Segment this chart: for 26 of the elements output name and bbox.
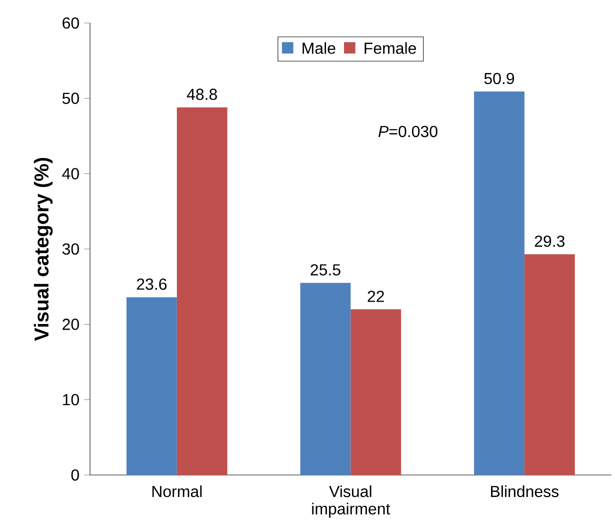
y-tick-label: 40 [62,168,79,180]
annotation: P=0.030 [378,126,438,138]
data-label: 23.6 [136,278,167,290]
y-tick-label: 20 [62,318,79,330]
y-axis-title: Visual category (%) [34,158,53,341]
y-tick-label: 10 [63,394,79,406]
data-label: 22 [368,290,384,302]
data-label: 50.9 [484,72,514,84]
bar [474,92,524,475]
legend-label: Female [364,42,416,54]
bar [524,254,575,475]
x-tick-label: Normal [152,485,202,498]
y-tick-label: 60 [62,17,79,29]
y-tick-label: 0 [71,469,79,481]
y-tick-label: 50 [62,92,79,104]
x-tick-label: Blindness [491,485,559,498]
legend-label: Male [302,42,336,54]
y-tick-label: 30 [62,243,79,255]
data-label: 25.5 [310,264,340,276]
data-label: 48.8 [186,88,217,100]
data-label: 29.3 [534,236,565,247]
bar [176,107,228,475]
bar [300,282,351,475]
bar [126,297,177,475]
bar [350,309,402,475]
x-tick-label: Visual impairment [312,485,390,518]
